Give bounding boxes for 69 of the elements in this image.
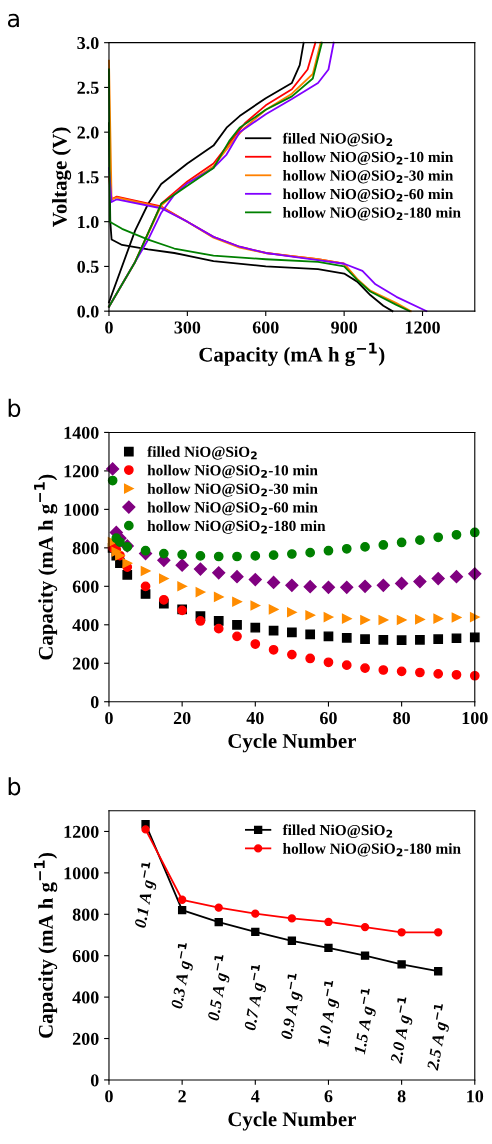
y-tick-label: 0 (90, 695, 99, 709)
chart-title: a (7, 13, 19, 28)
y-tick-label: 1000 (64, 503, 99, 516)
legend-label: filled NiO@SiO$_{2}$ (282, 132, 393, 147)
y-axis-title: Capacity (mA h g$^{−1}$) (34, 852, 58, 1038)
legend-label: filled NiO@SiO$_{2}$ (282, 824, 393, 839)
y-tick-label: 1.5 (78, 171, 99, 184)
y-tick-label: 1200 (64, 825, 99, 838)
annotation: 2.5 A g$^{−1}$ (423, 1003, 453, 1072)
y-tick-label: 200 (72, 657, 99, 670)
annotation: 0.1 A g$^{−1}$ (130, 861, 161, 929)
y-tick-label: 3.0 (77, 36, 99, 50)
x-tick-label: 10 (467, 1090, 484, 1103)
chart-title: b (8, 398, 21, 418)
y-axis-title: Capacity (mA h g$^{−1}$) (34, 474, 58, 660)
y-tick-label: 200 (72, 1032, 99, 1045)
y-tick-label: 1200 (64, 465, 99, 478)
legend-label: hollow NiO@SiO$_{2}$-30 min (147, 483, 318, 497)
y-tick-label: 400 (72, 991, 99, 1004)
annotation: 0.5 A g$^{−1}$ (203, 953, 234, 1022)
x-tick-label: 100 (462, 711, 488, 725)
x-tick-label: 900 (331, 321, 357, 334)
annotation: 0.3 A g$^{−1}$ (167, 941, 197, 1010)
x-tick-label: 8 (397, 1090, 406, 1103)
legend-label: hollow NiO@SiO$_{2}$-30 min (282, 169, 454, 184)
legend-label: hollow NiO@SiO$_{2}$-180 min (282, 843, 461, 857)
x-axis-title: Cycle Number (228, 733, 356, 753)
y-tick-label: 1400 (64, 426, 99, 439)
y-axis-title: Voltage (V) (52, 127, 72, 227)
y-tick-label: 800 (72, 542, 99, 555)
chart-title: b (8, 777, 21, 796)
annotation: 1.0 A g$^{−1}$ (313, 979, 344, 1048)
x-tick-label: 80 (393, 711, 410, 725)
x-axis-title: Capacity (mA h g$^{−1}$) (199, 342, 385, 367)
x-tick-label: 0 (105, 1090, 113, 1103)
y-tick-label: 2.5 (77, 81, 99, 94)
x-tick-label: 20 (173, 711, 191, 725)
y-tick-label: 2.0 (77, 126, 99, 139)
x-tick-label: 1200 (405, 321, 440, 334)
annotation: 0.7 A g$^{−1}$ (240, 963, 270, 1032)
x-tick-label: 300 (174, 321, 201, 334)
legend-label: hollow NiO@SiO$_{2}$-10 min (147, 464, 318, 479)
annotation: 0.9 A g$^{−1}$ (276, 972, 307, 1041)
y-tick-label: 0 (90, 1074, 99, 1087)
y-tick-label: 600 (72, 580, 99, 593)
x-tick-label: 60 (320, 711, 337, 725)
y-tick-label: 1000 (64, 867, 99, 880)
x-tick-label: 4 (251, 1090, 260, 1103)
y-tick-label: 400 (72, 619, 99, 632)
x-tick-label: 600 (252, 321, 279, 334)
y-tick-label: 0.5 (77, 260, 99, 273)
y-tick-label: 1.0 (78, 215, 99, 229)
legend-label: filled NiO@SiO$_{2}$ (147, 446, 257, 460)
y-tick-label: 0.0 (77, 305, 99, 318)
annotation: 1.5 A g$^{−1}$ (350, 987, 380, 1056)
legend-label: hollow NiO@SiO$_{2}$-60 min (282, 188, 454, 202)
legend-label: hollow NiO@SiO$_{2}$-60 min (147, 501, 318, 516)
x-tick-label: 0 (105, 321, 113, 334)
legend-label: hollow NiO@SiO$_{2}$-10 min (282, 151, 454, 165)
annotation: 2.0 A g$^{−1}$ (386, 996, 417, 1065)
y-tick-label: 600 (72, 949, 99, 963)
x-tick-label: 6 (324, 1090, 333, 1103)
x-tick-label: 0 (105, 711, 113, 725)
x-axis-title: Cycle Number (228, 1111, 356, 1131)
x-tick-label: 2 (178, 1090, 186, 1103)
legend-label: hollow NiO@SiO$_{2}$-180 min (282, 207, 461, 221)
legend-label: hollow NiO@SiO$_{2}$-180 min (147, 520, 326, 534)
y-tick-label: 800 (72, 908, 99, 921)
x-tick-label: 40 (246, 711, 264, 725)
